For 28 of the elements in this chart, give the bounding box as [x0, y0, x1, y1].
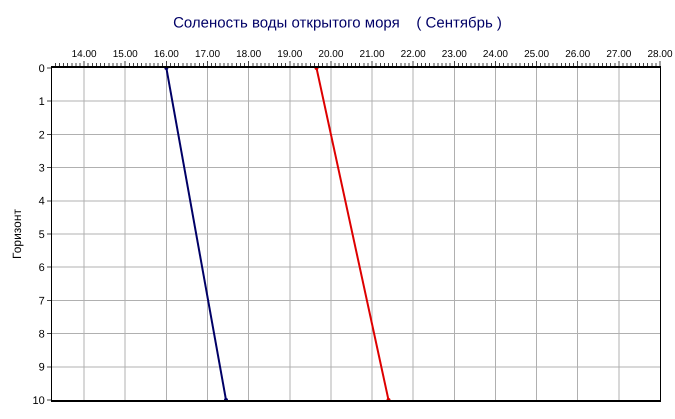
x-tick-label: 18.00 [236, 49, 262, 60]
x-tick-label: 21.00 [360, 49, 385, 60]
x-tick-label: 19.00 [277, 49, 303, 60]
y-tick-label: 4 [38, 196, 45, 208]
x-tick-label: 27.00 [606, 49, 632, 60]
x-tick-label: 26.00 [565, 49, 591, 60]
y-tick-label: 1 [38, 96, 45, 108]
y-tick-label: 2 [38, 129, 45, 142]
y-tick-label: 3 [38, 162, 45, 174]
chart-title: Соленость воды открытого моря ( Сентябрь ) [173, 14, 502, 32]
x-tick-label: 23.00 [442, 49, 468, 60]
x-tick-label: 15.00 [112, 49, 138, 60]
x-tick-label: 25.00 [524, 49, 550, 60]
x-tick-label: 20.00 [318, 49, 344, 60]
y-tick-label: 10 [32, 394, 45, 407]
x-tick-label: 14.00 [72, 49, 98, 60]
y-tick-label: 5 [38, 228, 45, 241]
y-tick-label: 6 [38, 262, 45, 274]
x-tick-label: 17.00 [194, 49, 220, 60]
x-tick-label: 28.00 [647, 49, 673, 60]
y-axis-title: Горизонт [10, 208, 24, 259]
x-tick-label: 22.00 [400, 49, 426, 60]
y-tick-label: 7 [38, 295, 45, 308]
x-tick-label: 16.00 [154, 49, 180, 60]
x-tick-label: 24.00 [482, 49, 508, 60]
y-tick-label: 8 [38, 328, 45, 340]
y-tick-label: 0 [38, 62, 45, 75]
y-tick-label: 9 [38, 362, 45, 374]
